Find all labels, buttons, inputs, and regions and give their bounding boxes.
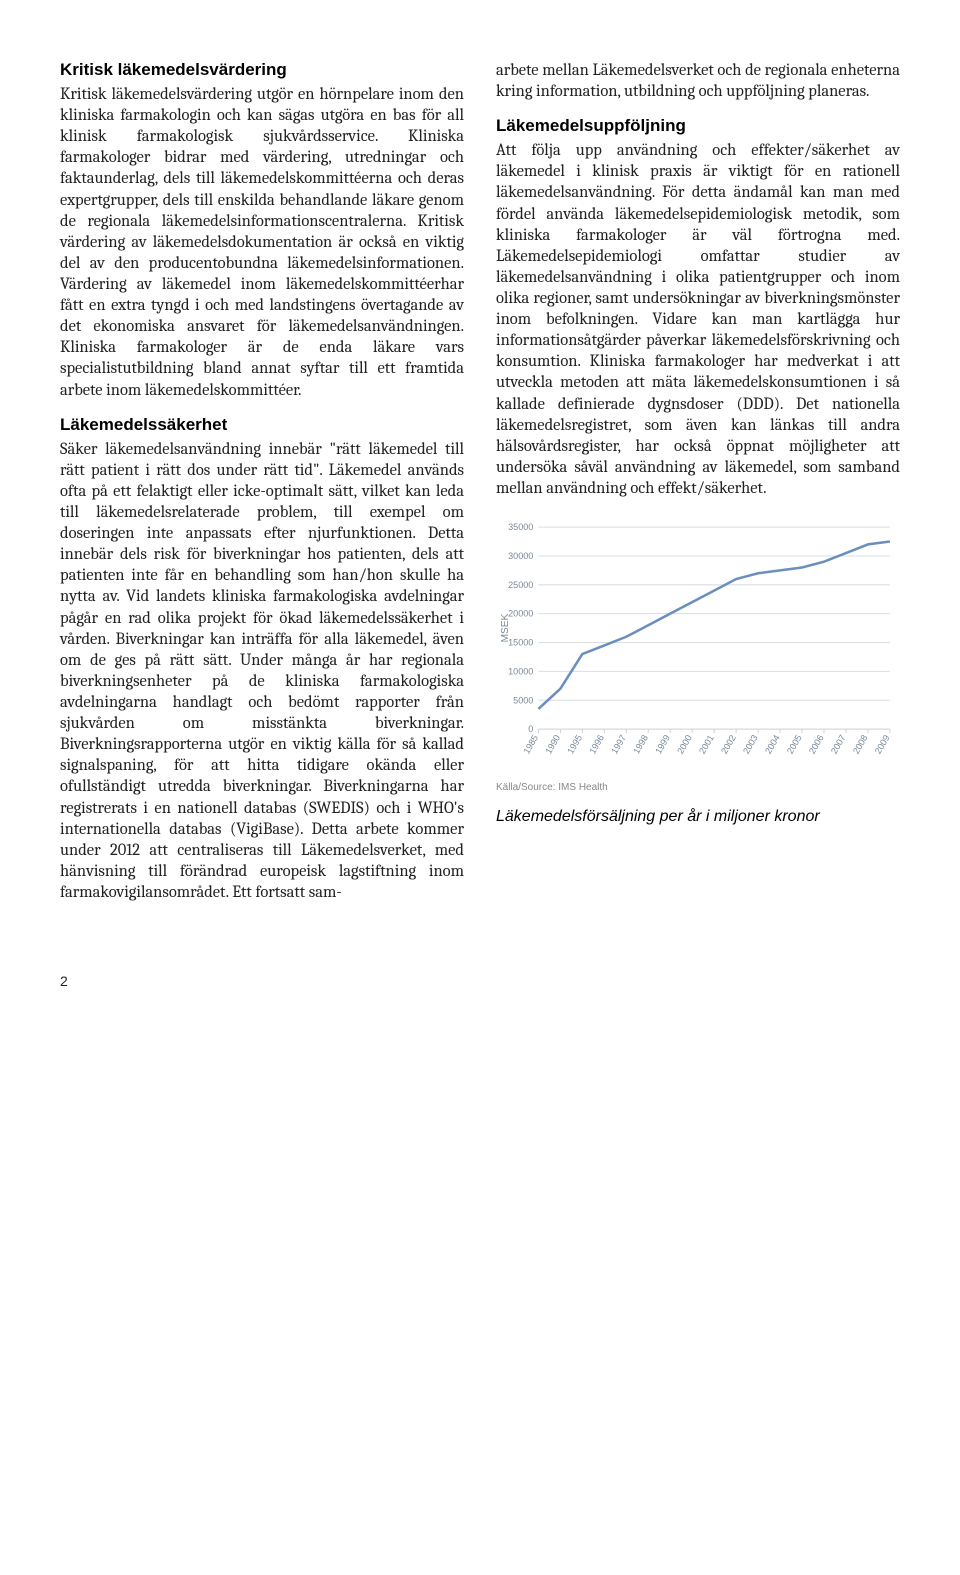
svg-text:2002: 2002 [719, 733, 738, 755]
page-number: 2 [60, 973, 900, 989]
heading-kritisk: Kritisk läkemedelsvärdering [60, 60, 464, 80]
svg-text:2003: 2003 [741, 733, 760, 755]
svg-text:0: 0 [528, 724, 533, 734]
svg-text:5000: 5000 [513, 695, 533, 705]
svg-text:1990: 1990 [543, 733, 562, 755]
svg-text:20000: 20000 [508, 609, 533, 619]
svg-text:10000: 10000 [508, 666, 533, 676]
sales-chart: 0 5000 10000 15000 20000 25000 30000 35000 MSEK 1… [496, 517, 900, 827]
chart-caption: Läkemedelsförsäljning per år i miljoner … [496, 807, 900, 828]
svg-text:2001: 2001 [697, 733, 716, 755]
left-column: Kritisk läkemedelsvärdering Kritisk läke… [60, 60, 464, 903]
continuation-paragraph: arbete mellan Läkemedelsverket och de re… [496, 60, 900, 102]
svg-text:1997: 1997 [609, 733, 628, 755]
right-column: arbete mellan Läkemedelsverket och de re… [496, 60, 900, 903]
svg-text:2004: 2004 [763, 733, 782, 755]
body-uppfoljning: Att följa upp användning och effekter/sä… [496, 140, 900, 499]
svg-text:2008: 2008 [851, 733, 870, 755]
two-column-layout: Kritisk läkemedelsvärdering Kritisk läke… [60, 60, 900, 903]
chart-source: Källa/Source: IMS Health [496, 782, 900, 793]
svg-text:1985: 1985 [521, 733, 540, 755]
svg-text:2006: 2006 [807, 733, 826, 755]
svg-text:2005: 2005 [785, 733, 804, 755]
svg-text:1998: 1998 [631, 733, 650, 755]
svg-text:1995: 1995 [565, 733, 584, 755]
line-chart-svg: 0 5000 10000 15000 20000 25000 30000 35000 MSEK 1… [496, 517, 900, 780]
svg-text:30000: 30000 [508, 551, 533, 561]
heading-sakerhet: Läkemedelssäkerhet [60, 415, 464, 435]
svg-text:2000: 2000 [675, 733, 694, 755]
svg-text:25000: 25000 [508, 580, 533, 590]
body-sakerhet: Säker läkemedelsanvändning innebär "rätt… [60, 439, 464, 903]
svg-text:MSEK: MSEK [500, 614, 511, 643]
svg-text:1999: 1999 [653, 733, 672, 755]
svg-text:2007: 2007 [829, 733, 848, 755]
svg-text:2009: 2009 [873, 733, 892, 755]
svg-text:35000: 35000 [508, 522, 533, 532]
heading-uppfoljning: Läkemedelsuppföljning [496, 116, 900, 136]
body-kritisk: Kritisk läkemedelsvärdering utgör en hör… [60, 84, 464, 401]
svg-text:1996: 1996 [587, 733, 606, 755]
svg-text:15000: 15000 [508, 638, 533, 648]
